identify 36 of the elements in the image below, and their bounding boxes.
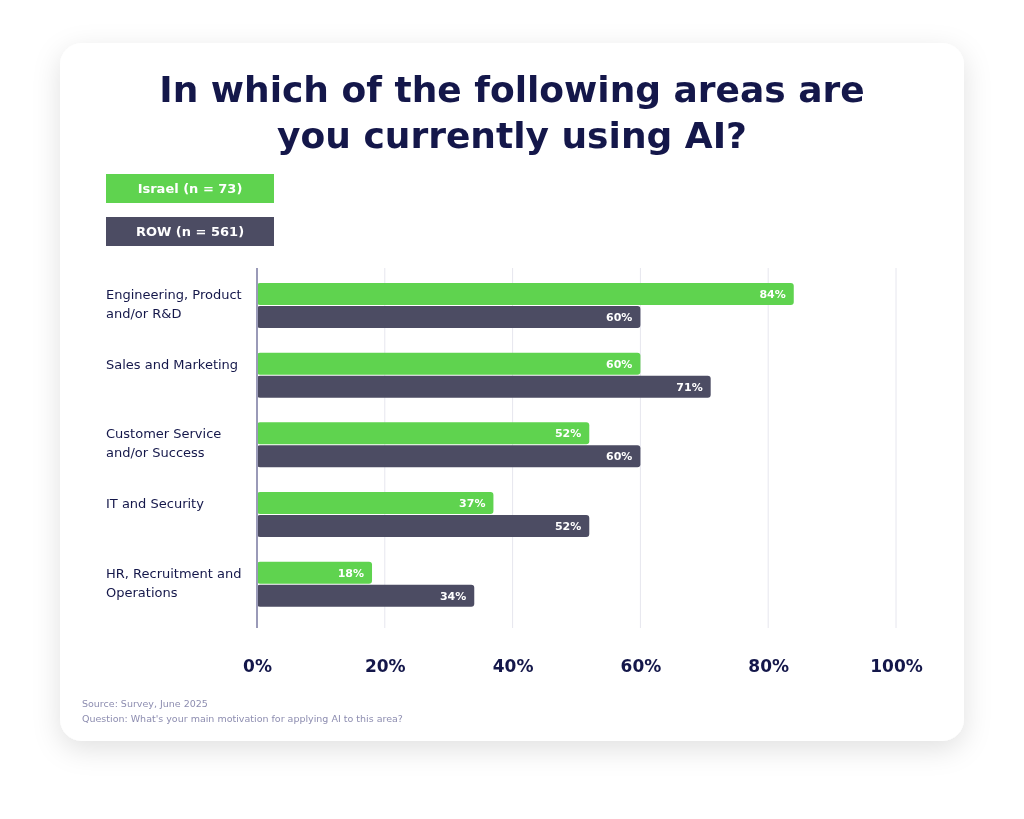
text: Israel (n = 73) <box>137 181 243 196</box>
data-label: 37% <box>459 497 486 511</box>
y-tick-label: Customer Service and/or Success <box>106 426 222 461</box>
data-label: 60% <box>606 357 633 371</box>
data-label: 71% <box>676 380 703 394</box>
x-tick-label: 80% <box>748 656 790 677</box>
bar <box>257 584 475 607</box>
data-label: 52% <box>554 427 582 441</box>
data-label: 34% <box>439 589 467 603</box>
source-note: Source: Survey, June 2025 <box>82 698 208 709</box>
bar <box>257 375 711 398</box>
text: Question: What's your main motivation for applying AI to this area? <box>82 713 403 724</box>
bar <box>257 445 641 468</box>
bar <box>257 352 641 375</box>
data-label: 52% <box>554 520 582 534</box>
x-tick-label: 0% <box>243 656 272 677</box>
bar <box>257 515 590 538</box>
x-tick-label: 100% <box>870 656 923 677</box>
y-tick-label: Engineering, Product and/or R&D <box>106 287 242 321</box>
bar <box>257 422 590 445</box>
data-label: 60% <box>606 311 633 324</box>
y-tick-label: HR, Recruitment and Operations <box>106 565 242 600</box>
y-tick-label: IT and Security <box>106 496 205 512</box>
bar <box>257 561 373 584</box>
data-label: 60% <box>606 450 633 464</box>
data-label: 84% <box>759 288 786 301</box>
bar <box>257 283 794 305</box>
bar <box>257 492 494 515</box>
x-tick-label: 60% <box>620 656 662 677</box>
y-tick-label: Sales and Marketing <box>106 356 239 372</box>
text: ROW (n = 561) <box>135 224 245 239</box>
data-label: 18% <box>337 566 365 580</box>
bar <box>257 306 641 328</box>
x-tick-label: 40% <box>492 656 534 677</box>
chart-title: In which of the following areas are you currently using AI? <box>159 69 865 156</box>
x-tick-label: 20% <box>364 656 406 677</box>
